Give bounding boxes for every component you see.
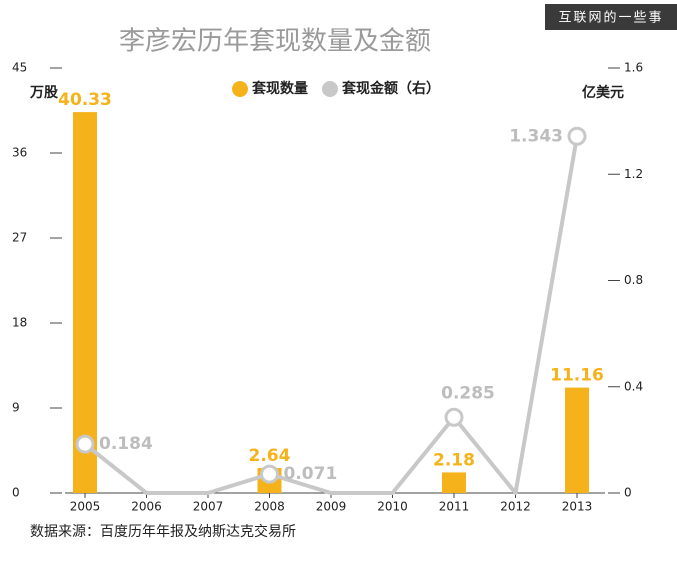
y-tick-label: 18 [12, 316, 27, 330]
line [83, 135, 579, 495]
legend-swatch [232, 81, 248, 97]
line-value-label: 1.343 [509, 126, 563, 146]
y-tick-label: 45 [12, 61, 27, 75]
bar-value-label: 2.64 [249, 446, 291, 466]
chart-title: 李彦宏历年套现数量及金额 [119, 27, 431, 57]
source: 数据来源：百度历年年报及纳斯达克交易所 [30, 523, 296, 540]
line-value-label: 0.184 [99, 434, 153, 454]
x-tick-label: 2008 [254, 500, 285, 514]
bar-value-label: 11.16 [550, 366, 604, 386]
y-tick-label: 27 [12, 231, 27, 245]
x-tick-label: 2007 [193, 500, 224, 514]
y2-tick-label: 0.8 [624, 273, 643, 287]
y2-tick-label: 0 [624, 486, 632, 500]
x-tick-label: 2011 [439, 500, 470, 514]
y-axis-label: 万股 [29, 85, 59, 101]
line-marker [444, 407, 464, 427]
y2-tick-label: 1.6 [624, 61, 643, 75]
y-tick-label: 0 [12, 486, 20, 500]
y2-axis-label: 亿美元 [582, 84, 624, 101]
legend-swatch [322, 81, 338, 97]
legend-label: 套现数量 [252, 80, 308, 97]
line-marker [260, 464, 279, 484]
bar [565, 387, 589, 493]
line-value-label: 0.071 [284, 464, 338, 484]
line-value-label: 0.285 [441, 383, 495, 403]
x-tick-label: 2009 [316, 500, 347, 514]
bar-value-label: 40.33 [58, 90, 112, 110]
watermark-box [545, 4, 677, 30]
y2-tick-label: 1.2 [624, 167, 643, 181]
x-tick-label: 2012 [500, 500, 531, 514]
legend-label: 套现金额（右） [342, 80, 440, 97]
y-tick-label: 36 [12, 146, 27, 160]
bar-value-label: 2.18 [433, 450, 475, 470]
bar [73, 112, 97, 493]
y-tick-label: 9 [12, 401, 20, 415]
line-marker [75, 434, 95, 454]
x-tick-label: 2005 [70, 500, 101, 514]
x-tick-label: 2013 [562, 500, 593, 514]
x-tick-label: 2006 [131, 500, 162, 514]
x-tick-label: 2010 [377, 500, 408, 514]
bar [442, 472, 466, 493]
y2-tick-label: 0.4 [624, 379, 643, 393]
line-marker [567, 126, 587, 146]
watermark: 互联网的一些事 [558, 10, 663, 26]
